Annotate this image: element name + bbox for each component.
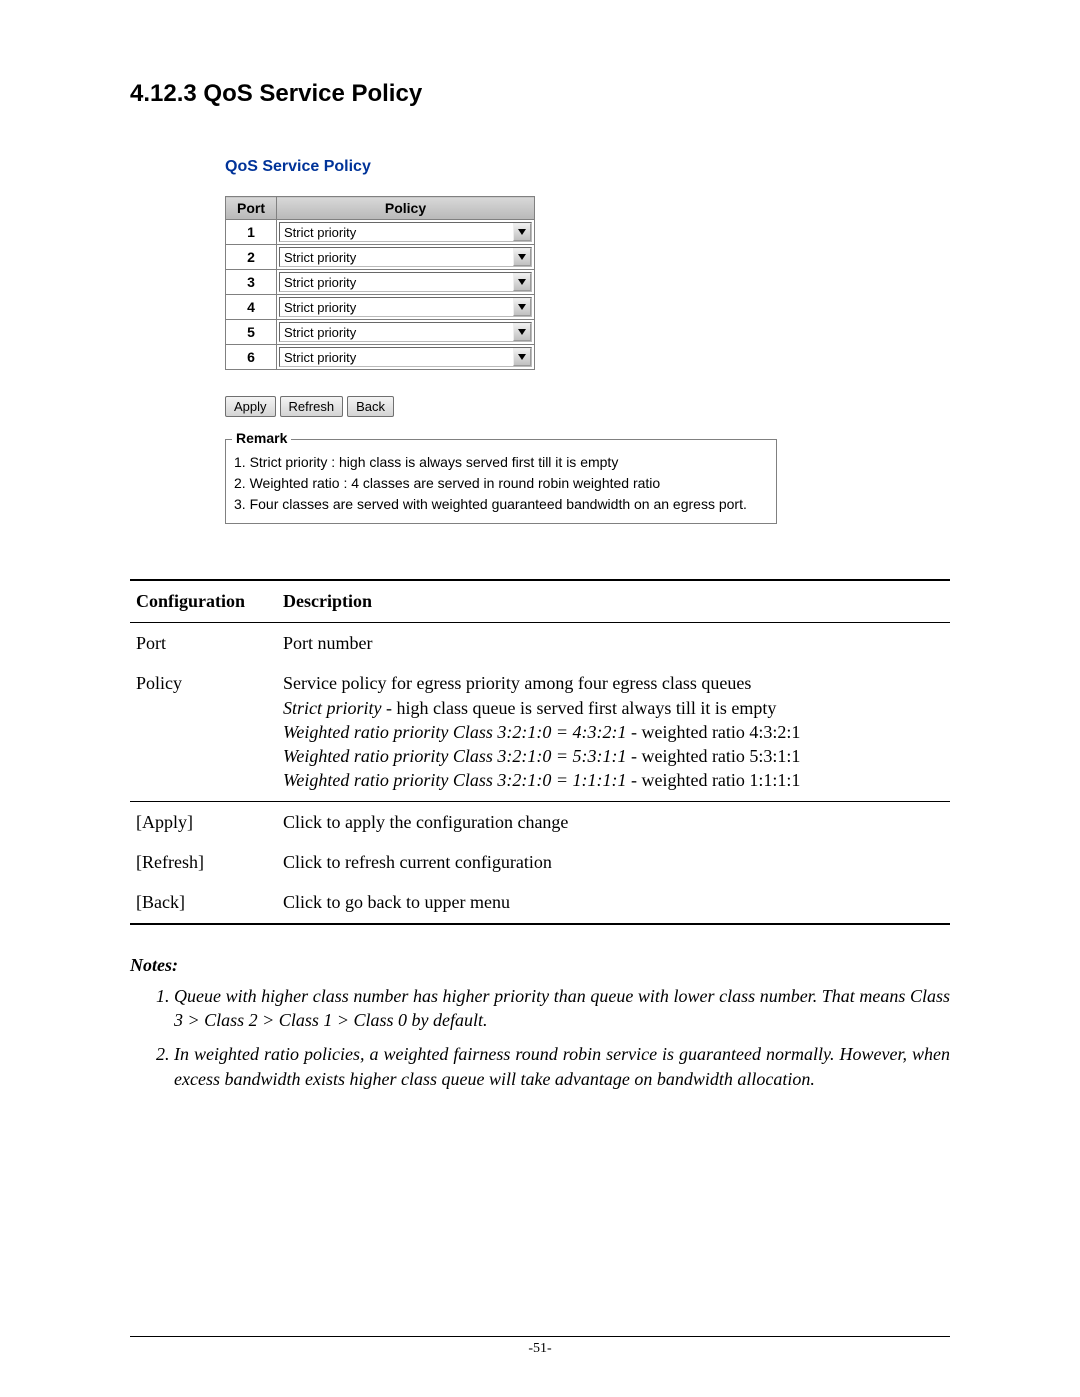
table-row: 2Strict priority bbox=[226, 245, 535, 270]
chevron-down-icon[interactable] bbox=[513, 248, 531, 266]
config-label: Port bbox=[130, 623, 277, 663]
config-header-description: Description bbox=[277, 581, 950, 622]
gui-title: QoS Service Policy bbox=[225, 158, 950, 176]
dropdown-value: Strict priority bbox=[280, 350, 360, 365]
policy-w2-rest: - weighted ratio 5:3:1:1 bbox=[626, 746, 800, 766]
config-desc: Click to apply the configuration change bbox=[277, 802, 950, 842]
config-row-refresh: [Refresh] Click to refresh current confi… bbox=[130, 842, 950, 882]
notes-list: Queue with higher class number has highe… bbox=[130, 984, 950, 1091]
gui-screenshot-area: QoS Service Policy Port Policy 1Strict p… bbox=[225, 158, 950, 524]
policy-dropdown[interactable]: Strict priority bbox=[279, 347, 532, 367]
port-cell: 6 bbox=[226, 345, 277, 370]
notes-item-2: In weighted ratio policies, a weighted f… bbox=[174, 1042, 950, 1091]
notes-heading: Notes: bbox=[130, 955, 950, 976]
policy-sp-rest: - high class queue is served first alway… bbox=[382, 698, 777, 718]
policy-dropdown[interactable]: Strict priority bbox=[279, 297, 532, 317]
dropdown-value: Strict priority bbox=[280, 250, 360, 265]
policy-cell: Strict priority bbox=[277, 270, 535, 295]
port-cell: 5 bbox=[226, 320, 277, 345]
policy-line1: Service policy for egress priority among… bbox=[283, 673, 751, 693]
config-row-back: [Back] Click to go back to upper menu bbox=[130, 882, 950, 922]
policy-cell: Strict priority bbox=[277, 220, 535, 245]
table-header-policy: Policy bbox=[277, 197, 535, 220]
config-label: Policy bbox=[130, 663, 277, 800]
remark-box: Remark 1. Strict priority : high class i… bbox=[225, 439, 777, 524]
config-desc: Port number bbox=[277, 623, 950, 663]
port-cell: 1 bbox=[226, 220, 277, 245]
config-row-apply: [Apply] Click to apply the configuration… bbox=[130, 802, 950, 842]
section-heading: 4.12.3 QoS Service Policy bbox=[130, 80, 950, 108]
port-cell: 2 bbox=[226, 245, 277, 270]
policy-dropdown[interactable]: Strict priority bbox=[279, 222, 532, 242]
config-desc: Service policy for egress priority among… bbox=[277, 663, 950, 800]
policy-dropdown[interactable]: Strict priority bbox=[279, 247, 532, 267]
config-label: [Apply] bbox=[130, 802, 277, 842]
refresh-button[interactable]: Refresh bbox=[280, 396, 344, 417]
policy-w2-em: Weighted ratio priority Class 3:2:1:0 = … bbox=[283, 746, 626, 766]
chevron-down-icon[interactable] bbox=[513, 273, 531, 291]
config-desc: Click to refresh current configuration bbox=[277, 842, 950, 882]
port-policy-table: Port Policy 1Strict priority2Strict prio… bbox=[225, 196, 535, 370]
config-row-policy: Policy Service policy for egress priorit… bbox=[130, 663, 950, 800]
dropdown-value: Strict priority bbox=[280, 325, 360, 340]
remark-label: Remark bbox=[232, 430, 291, 446]
policy-sp-em: Strict priority bbox=[283, 698, 382, 718]
remark-line-1: 1. Strict priority : high class is alway… bbox=[234, 452, 768, 473]
port-cell: 3 bbox=[226, 270, 277, 295]
policy-w3-rest: - weighted ratio 1:1:1:1 bbox=[626, 770, 800, 790]
policy-w3-em: Weighted ratio priority Class 3:2:1:0 = … bbox=[283, 770, 626, 790]
config-desc: Click to go back to upper menu bbox=[277, 882, 950, 922]
policy-w1-rest: - weighted ratio 4:3:2:1 bbox=[626, 722, 800, 742]
policy-dropdown[interactable]: Strict priority bbox=[279, 272, 532, 292]
port-cell: 4 bbox=[226, 295, 277, 320]
chevron-down-icon[interactable] bbox=[513, 348, 531, 366]
configuration-table: Configuration Description Port Port numb… bbox=[130, 579, 950, 925]
notes-section: Notes: Queue with higher class number ha… bbox=[130, 955, 950, 1091]
chevron-down-icon[interactable] bbox=[513, 323, 531, 341]
policy-cell: Strict priority bbox=[277, 295, 535, 320]
dropdown-value: Strict priority bbox=[280, 275, 360, 290]
apply-button[interactable]: Apply bbox=[225, 396, 276, 417]
dropdown-value: Strict priority bbox=[280, 300, 360, 315]
config-label: [Back] bbox=[130, 882, 277, 922]
policy-cell: Strict priority bbox=[277, 245, 535, 270]
config-header-configuration: Configuration bbox=[130, 581, 277, 622]
button-row: Apply Refresh Back bbox=[225, 396, 950, 417]
table-row: 4Strict priority bbox=[226, 295, 535, 320]
chevron-down-icon[interactable] bbox=[513, 223, 531, 241]
remark-line-2: 2. Weighted ratio : 4 classes are served… bbox=[234, 473, 768, 494]
table-row: 6Strict priority bbox=[226, 345, 535, 370]
page-footer: -51- bbox=[130, 1336, 950, 1357]
config-label: [Refresh] bbox=[130, 842, 277, 882]
back-button[interactable]: Back bbox=[347, 396, 394, 417]
table-header-port: Port bbox=[226, 197, 277, 220]
notes-item-1: Queue with higher class number has highe… bbox=[174, 984, 950, 1033]
chevron-down-icon[interactable] bbox=[513, 298, 531, 316]
policy-dropdown[interactable]: Strict priority bbox=[279, 322, 532, 342]
table-row: 5Strict priority bbox=[226, 320, 535, 345]
page-number: -51- bbox=[130, 1341, 950, 1357]
configuration-table-wrap: Configuration Description Port Port numb… bbox=[130, 579, 950, 925]
remark-line-3: 3. Four classes are served with weighted… bbox=[234, 494, 768, 515]
config-row-port: Port Port number bbox=[130, 623, 950, 663]
table-row: 1Strict priority bbox=[226, 220, 535, 245]
policy-cell: Strict priority bbox=[277, 320, 535, 345]
policy-cell: Strict priority bbox=[277, 345, 535, 370]
table-row: 3Strict priority bbox=[226, 270, 535, 295]
policy-w1-em: Weighted ratio priority Class 3:2:1:0 = … bbox=[283, 722, 626, 742]
dropdown-value: Strict priority bbox=[280, 225, 360, 240]
